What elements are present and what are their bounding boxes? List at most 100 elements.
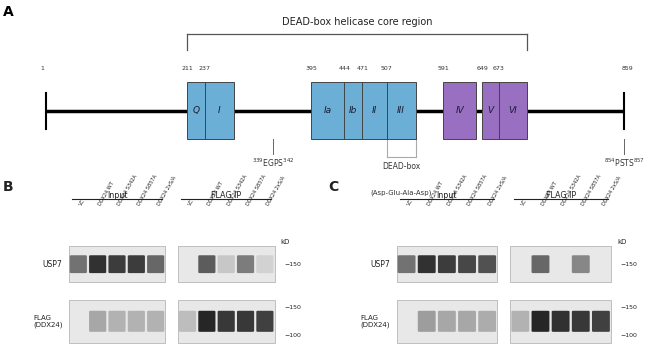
Text: DDX24 S857A: DDX24 S857A <box>136 174 158 206</box>
FancyBboxPatch shape <box>387 82 415 139</box>
FancyBboxPatch shape <box>478 255 496 273</box>
FancyBboxPatch shape <box>198 255 215 273</box>
Text: DDX24 S342A: DDX24 S342A <box>560 174 582 206</box>
Text: DDX24 WT: DDX24 WT <box>98 181 115 206</box>
Text: 591: 591 <box>437 66 449 71</box>
Bar <box>510 246 611 282</box>
FancyBboxPatch shape <box>128 311 145 332</box>
FancyBboxPatch shape <box>187 82 205 139</box>
Bar <box>178 246 274 282</box>
Text: DEAD-box helicase core region: DEAD-box helicase core region <box>281 17 432 27</box>
FancyBboxPatch shape <box>344 82 363 139</box>
Text: DDX24 S342A: DDX24 S342A <box>447 174 469 206</box>
Text: VC: VC <box>521 198 528 206</box>
Text: II: II <box>372 106 377 115</box>
Text: −100: −100 <box>621 333 638 338</box>
Text: 237: 237 <box>199 66 211 71</box>
Text: Input: Input <box>437 191 457 200</box>
Text: VI: VI <box>508 106 517 115</box>
Text: Ib: Ib <box>349 106 358 115</box>
Text: Ia: Ia <box>324 106 332 115</box>
Text: DDX24 S857A: DDX24 S857A <box>581 174 603 206</box>
Text: kD: kD <box>281 238 290 245</box>
Text: −150: −150 <box>284 262 301 267</box>
FancyBboxPatch shape <box>478 311 496 332</box>
Text: I: I <box>218 106 220 115</box>
FancyBboxPatch shape <box>237 311 254 332</box>
Text: kD: kD <box>618 238 627 245</box>
Text: IV: IV <box>456 106 464 115</box>
Bar <box>69 300 165 343</box>
Text: VC: VC <box>407 198 414 206</box>
FancyBboxPatch shape <box>458 255 476 273</box>
FancyBboxPatch shape <box>572 255 590 273</box>
Text: $^{854}$PSTS$^{857}$: $^{854}$PSTS$^{857}$ <box>603 157 645 170</box>
FancyBboxPatch shape <box>572 311 590 332</box>
Text: III: III <box>397 106 405 115</box>
Text: A: A <box>3 5 14 19</box>
FancyBboxPatch shape <box>205 82 233 139</box>
FancyBboxPatch shape <box>256 255 274 273</box>
Text: DDX24 2xS/A: DDX24 2xS/A <box>601 175 622 206</box>
Text: FLAG
(DDX24): FLAG (DDX24) <box>361 315 390 328</box>
FancyBboxPatch shape <box>438 255 456 273</box>
Bar <box>69 246 165 282</box>
FancyBboxPatch shape <box>443 82 476 139</box>
FancyBboxPatch shape <box>147 255 164 273</box>
Text: USP7: USP7 <box>370 260 390 269</box>
FancyBboxPatch shape <box>532 255 549 273</box>
FancyBboxPatch shape <box>147 311 164 332</box>
Bar <box>178 300 274 343</box>
Text: 1: 1 <box>40 66 44 71</box>
Text: DDX24 WT: DDX24 WT <box>541 181 558 206</box>
FancyBboxPatch shape <box>198 311 215 332</box>
FancyBboxPatch shape <box>218 255 235 273</box>
Text: B: B <box>3 180 14 194</box>
FancyBboxPatch shape <box>109 311 125 332</box>
Text: −150: −150 <box>284 305 301 310</box>
Text: 211: 211 <box>181 66 193 71</box>
FancyBboxPatch shape <box>499 82 527 139</box>
Text: 395: 395 <box>306 66 317 71</box>
Text: −100: −100 <box>284 333 301 338</box>
Text: FLAG
(DDX24): FLAG (DDX24) <box>33 315 62 328</box>
FancyBboxPatch shape <box>89 311 106 332</box>
FancyBboxPatch shape <box>458 311 476 332</box>
Text: DDX24 2xS/A: DDX24 2xS/A <box>488 175 508 206</box>
FancyBboxPatch shape <box>418 255 436 273</box>
Text: Q: Q <box>192 106 200 115</box>
Text: FLAG IP: FLAG IP <box>545 191 576 200</box>
Text: DDX24 2xS/A: DDX24 2xS/A <box>265 175 286 206</box>
Text: V: V <box>488 106 493 115</box>
Text: C: C <box>328 180 339 194</box>
Text: 507: 507 <box>381 66 393 71</box>
FancyBboxPatch shape <box>552 311 569 332</box>
Text: VC: VC <box>187 198 195 206</box>
Bar <box>396 246 497 282</box>
Text: 444: 444 <box>338 66 350 71</box>
FancyBboxPatch shape <box>109 255 125 273</box>
FancyBboxPatch shape <box>89 255 106 273</box>
Text: DDX24 WT: DDX24 WT <box>207 181 224 206</box>
Bar <box>510 300 611 343</box>
Text: 649: 649 <box>476 66 488 71</box>
FancyBboxPatch shape <box>179 311 196 332</box>
FancyBboxPatch shape <box>532 311 549 332</box>
FancyBboxPatch shape <box>592 311 610 332</box>
Bar <box>396 300 497 343</box>
Text: DDX24 S857A: DDX24 S857A <box>467 174 489 206</box>
FancyBboxPatch shape <box>418 311 436 332</box>
FancyBboxPatch shape <box>311 82 344 139</box>
FancyBboxPatch shape <box>482 82 499 139</box>
FancyBboxPatch shape <box>398 255 415 273</box>
Text: DDX24 WT: DDX24 WT <box>427 181 445 206</box>
Text: Input: Input <box>107 191 127 200</box>
FancyBboxPatch shape <box>218 311 235 332</box>
FancyBboxPatch shape <box>237 255 254 273</box>
Text: 673: 673 <box>493 66 504 71</box>
Text: FLAG IP: FLAG IP <box>211 191 241 200</box>
Text: DDX24 2xS/A: DDX24 2xS/A <box>156 175 177 206</box>
Text: (Asp-Glu-Ala-Asp): (Asp-Glu-Ala-Asp) <box>370 189 432 196</box>
Text: VC: VC <box>78 198 86 206</box>
FancyBboxPatch shape <box>70 255 87 273</box>
